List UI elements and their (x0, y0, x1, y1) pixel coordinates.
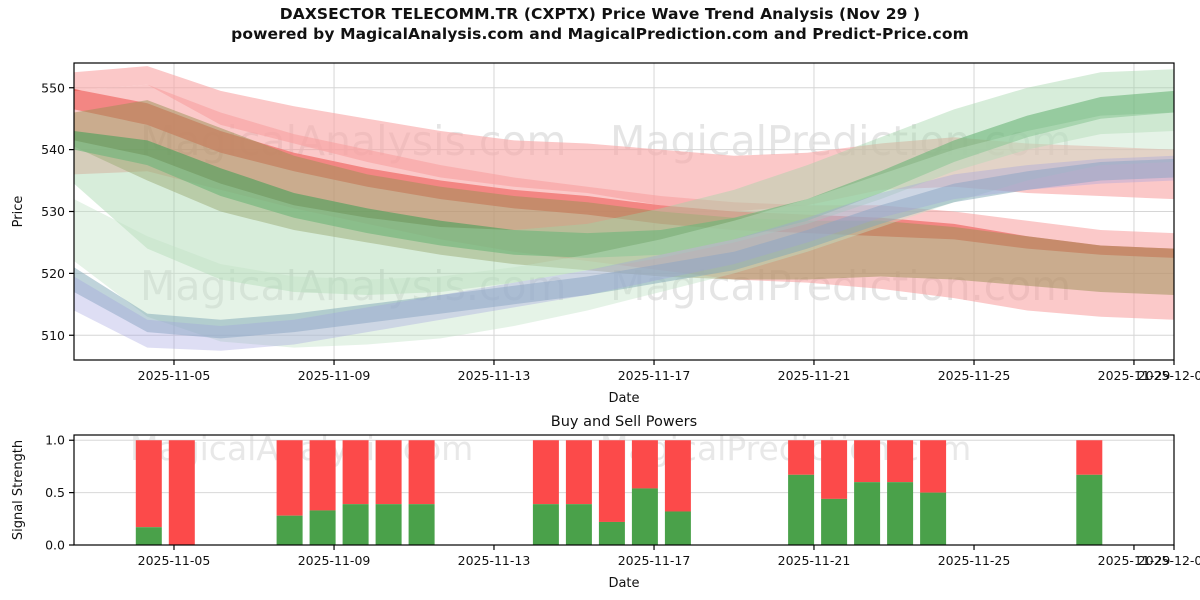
bar-plot-border (73, 434, 1175, 546)
wave-bands (74, 66, 1174, 351)
wave-band-primary-buy-band (74, 90, 1174, 258)
y-tick-label: 510 (41, 328, 65, 343)
bar-sell-segment (565, 440, 592, 505)
bar-sell-segment (532, 440, 559, 505)
bar-buy-segment (375, 504, 402, 545)
y-tick-label: 1.0 (45, 433, 65, 448)
x-tick-label: 2025-11-13 (458, 553, 531, 568)
x-axis: 2025-11-05 2025-11-09 2025-11-13 2025-11-17… (138, 545, 1200, 568)
x-tick-label: 2025-11-17 (618, 368, 691, 383)
x-tick-label: 2025-11-29 (1098, 553, 1171, 568)
price-wave-panel: MagicalAnalysis.comMagicalPrediction.com… (0, 55, 1200, 405)
bar-sell-segment (631, 440, 658, 489)
bar-sell-segment (821, 440, 848, 499)
x-tick-label: 2025-11-13 (458, 368, 531, 383)
bar-buy-segment (309, 510, 336, 545)
bar-buy-segment (631, 488, 658, 545)
wave-band-olive-overlap-band (74, 100, 1174, 296)
x-tick-label: 2025-11-25 (938, 368, 1011, 383)
bar-sell-segment (342, 440, 369, 505)
y-axis-label: Signal Strength (11, 440, 26, 540)
bar-buy-segment (565, 504, 592, 545)
buy-sell-panel: Buy and Sell PowersMagicalAnalysis.comMa… (0, 405, 1200, 600)
x-tick-label: 2025-11-09 (298, 368, 371, 383)
y-tick-label: 0.5 (45, 485, 65, 500)
wave-band-lower-buy-envelope (74, 112, 1174, 348)
x-tick-label: 2025-11-21 (778, 368, 851, 383)
x-tick-label: 2025-12-01 (1138, 368, 1200, 383)
bar-buy-segment (1076, 474, 1103, 545)
bar-sell-segment (135, 440, 162, 528)
y-axis-label: Price (11, 196, 26, 228)
y-tick-label: 550 (41, 80, 65, 95)
bar-sell-segment (276, 440, 303, 516)
bar-buy-segment (408, 504, 435, 545)
bar-buy-segment (887, 482, 914, 545)
bar-buy-segment (276, 515, 303, 545)
y-tick-label: 530 (41, 204, 65, 219)
y-axis: 510 520 530 540 550 (41, 80, 74, 343)
bar-sell-segment (887, 440, 914, 483)
page-title: DAXSECTOR TELECOMM.TR (CXPTX) Price Wave… (0, 4, 1200, 44)
bar-sell-segment (920, 440, 947, 493)
x-axis-label: Date (608, 391, 639, 405)
title-secondary: powered by MagicalAnalysis.com and Magic… (231, 25, 969, 43)
bar-sell-segment (309, 440, 336, 511)
bar-buy-segment (664, 511, 691, 545)
x-tick-label: 2025-12-01 (1138, 553, 1200, 568)
wave-band-support-teal-band (74, 158, 1174, 339)
x-tick-label: 2025-11-17 (618, 553, 691, 568)
price-wave-svg: MagicalAnalysis.comMagicalPrediction.com… (11, 62, 1200, 405)
bar-sell-segment (168, 440, 195, 545)
bar-sell-segment (598, 440, 625, 522)
y-tick-label: 540 (41, 142, 65, 157)
bar-buy-segment (342, 504, 369, 545)
buy-sell-svg: Buy and Sell PowersMagicalAnalysis.comMa… (11, 414, 1200, 591)
bar-buy-segment (854, 482, 881, 545)
wave-band-violet-support-band (74, 155, 1174, 351)
x-tick-label: 2025-11-25 (938, 553, 1011, 568)
bar-buy-segment (598, 521, 625, 545)
bar-sell-segment (1076, 440, 1103, 475)
x-tick-label: 2025-11-21 (778, 553, 851, 568)
bar-buy-segment (135, 527, 162, 545)
title-primary: DAXSECTOR TELECOMM.TR (CXPTX) Price Wave… (279, 5, 921, 23)
bar-buy-segment (920, 492, 947, 545)
x-tick-label: 2025-11-05 (138, 368, 211, 383)
bar-buy-segment (821, 498, 848, 545)
bar-sell-segment (788, 440, 815, 475)
bar-buy-segment (532, 504, 559, 545)
bar-sell-segment (854, 440, 881, 483)
y-axis: 0.0 0.5 1.0 (45, 433, 74, 553)
bars-group (135, 440, 1103, 545)
bar-chart-title: Buy and Sell Powers (551, 414, 697, 430)
x-axis-label: Date (608, 576, 639, 591)
bar-sell-segment (664, 440, 691, 512)
bar-sell-segment (408, 440, 435, 505)
x-axis: 2025-11-05 2025-11-09 2025-11-13 2025-11-17… (138, 360, 1200, 383)
wave-band-wide-buy-envelope (74, 69, 1174, 296)
bar-buy-segment (788, 474, 815, 545)
x-tick-label: 2025-11-05 (138, 553, 211, 568)
x-tick-label: 2025-11-29 (1098, 368, 1171, 383)
x-tick-label: 2025-11-09 (298, 553, 371, 568)
y-tick-label: 0.0 (45, 538, 65, 553)
y-tick-label: 520 (41, 266, 65, 281)
bar-sell-segment (375, 440, 402, 505)
